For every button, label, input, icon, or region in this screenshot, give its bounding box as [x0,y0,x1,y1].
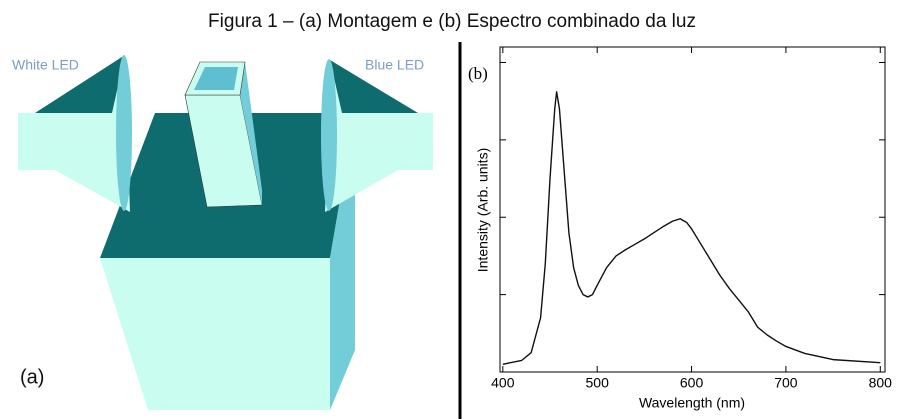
panel-b-label: (b) [468,64,488,83]
spectrum-chart: (b) Wavelength (nm) Intensity (Arb. unit… [468,46,886,411]
left-cone-inner [35,55,125,113]
x-tick-label: 700 [774,375,798,391]
x-tick-label: 800 [869,375,893,391]
right-cone-inner [330,60,418,113]
x-tick-label: 600 [680,375,704,391]
x-tick-label: 400 [491,375,515,391]
x-axis-label: Wavelength (nm) [639,395,745,411]
white-led-label: White LED [12,57,79,73]
right-stub [395,113,433,170]
spectrum-line [502,91,881,365]
panel-a-label: (a) [20,366,44,388]
caption: Figura 1 – (a) Montagem e (b) Espectro c… [208,11,696,32]
y-axis-label: Intensity (Arb. units) [475,148,491,273]
plot-frame [499,46,886,373]
setup-diagram [18,55,433,410]
right-lens [321,59,337,211]
box-front [100,258,330,410]
tube-opening [194,67,238,90]
left-lens [116,55,132,211]
tube-side [240,62,262,205]
x-tick-label: 500 [586,375,610,391]
left-stub [18,113,58,170]
blue-led-label: Blue LED [365,57,424,73]
